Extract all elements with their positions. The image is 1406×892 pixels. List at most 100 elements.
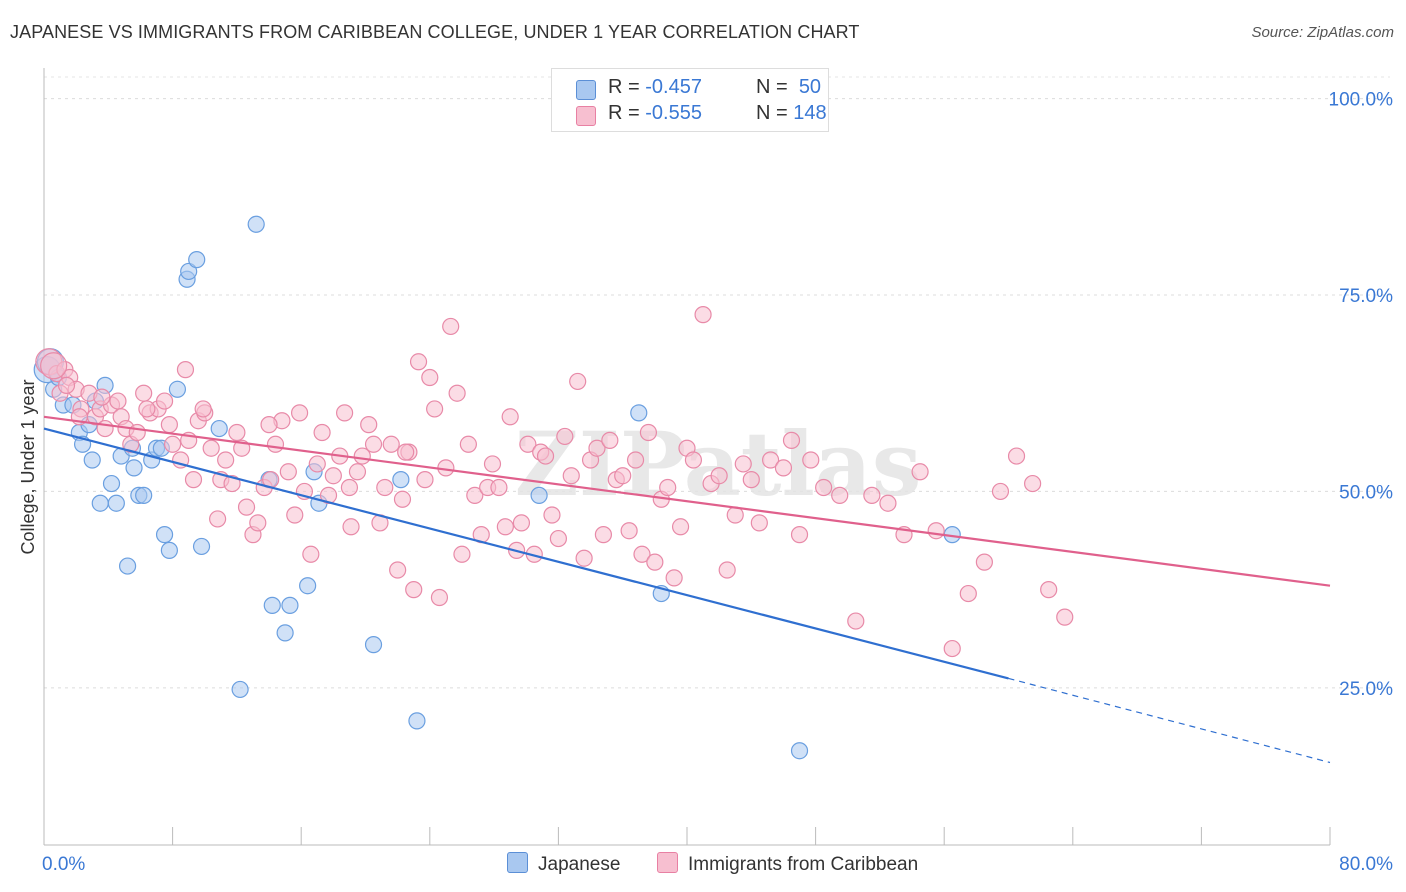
y-tick-label: 100.0%	[1329, 90, 1394, 111]
japanese-point	[118, 557, 137, 575]
caribbean-point	[209, 510, 227, 528]
caribbean-point	[863, 486, 881, 504]
y-tick-label: 50.0%	[1339, 482, 1393, 503]
caribbean-point	[160, 416, 178, 434]
caribbean-point	[562, 467, 580, 485]
caribbean-point	[601, 431, 619, 449]
caribbean-point	[409, 353, 428, 371]
caribbean-point	[684, 451, 703, 469]
japanese-point	[168, 380, 187, 398]
japanese-point	[102, 474, 121, 493]
n-value: 50	[798, 76, 822, 98]
caribbean-point	[639, 423, 658, 442]
caribbean-point	[430, 588, 449, 607]
r-value: -0.457	[645, 76, 702, 98]
caribbean-point	[348, 463, 367, 481]
japanese-point	[364, 636, 383, 654]
japanese-point	[276, 624, 294, 642]
caribbean-point	[575, 549, 593, 567]
r-label: R =	[608, 76, 646, 98]
japanese-point	[247, 215, 265, 233]
caribbean-point	[286, 506, 304, 524]
caribbean-point	[389, 561, 407, 579]
caribbean-point	[761, 451, 780, 469]
caribbean-point	[556, 427, 574, 446]
caribbean-point	[536, 447, 555, 465]
caribbean-point	[790, 526, 809, 544]
caribbean-point	[109, 392, 127, 410]
caribbean-point	[975, 553, 993, 571]
chart-title: JAPANESE VS IMMIGRANTS FROM CARIBBEAN CO…	[10, 22, 860, 42]
caribbean-point	[336, 404, 354, 422]
caribbean-point	[1007, 447, 1026, 465]
caribbean-point	[512, 514, 531, 532]
caribbean-point	[93, 388, 111, 406]
japanese-point	[392, 471, 410, 489]
stats-legend: R = -0.457 N = 50 R = -0.555 N = 148	[551, 68, 829, 132]
legend-item-caribbean[interactable]: Immigrants from Caribbean	[657, 852, 918, 878]
legend-label-caribbean: Immigrants from Caribbean	[688, 854, 919, 875]
caribbean-point	[774, 459, 793, 477]
caribbean-point	[382, 435, 400, 453]
caribbean-point	[943, 639, 961, 658]
legend-item-japanese[interactable]: Japanese	[507, 852, 620, 878]
caribbean-point	[879, 494, 897, 512]
caribbean-point	[815, 478, 833, 497]
caribbean-legend-swatch	[657, 852, 678, 873]
caribbean-point	[626, 451, 645, 469]
caribbean-point	[397, 443, 415, 461]
caribbean-point	[490, 478, 508, 497]
caribbean-point	[308, 455, 326, 473]
caribbean-point	[569, 372, 587, 391]
caribbean-point	[496, 518, 514, 536]
r-label: R =	[608, 102, 646, 124]
y-tick-label: 75.0%	[1339, 286, 1393, 307]
caribbean-point	[665, 569, 683, 587]
caribbean-point	[802, 451, 820, 469]
y-tick-label: 25.0%	[1339, 679, 1393, 700]
japanese-point	[408, 712, 426, 730]
caribbean-point	[164, 435, 182, 453]
caribbean-point	[217, 451, 235, 469]
caribbean-point	[459, 435, 477, 453]
caribbean-point	[911, 463, 929, 481]
legend-label-japanese: Japanese	[538, 854, 621, 875]
y-axis-label: College, Under 1 year	[18, 379, 38, 554]
caribbean-point	[223, 474, 241, 493]
caribbean-point	[138, 400, 156, 418]
caribbean-point	[466, 486, 484, 504]
caribbean-point	[710, 467, 728, 485]
caribbean-point	[279, 463, 297, 481]
japanese-point	[790, 742, 809, 760]
japanese-point	[91, 494, 109, 512]
japanese-swatch	[576, 80, 596, 100]
caribbean-point	[260, 416, 278, 434]
caribbean-swatch	[576, 106, 596, 126]
caribbean-point	[57, 376, 76, 394]
caribbean-point	[135, 384, 153, 402]
caribbean-point	[991, 482, 1010, 501]
japanese-point	[107, 494, 125, 512]
n-label: N =	[756, 102, 794, 124]
caribbean-point	[405, 581, 423, 599]
japanese-point	[188, 251, 206, 269]
r-value: -0.555	[645, 102, 702, 124]
caribbean-point	[742, 471, 760, 489]
caribbean-point	[364, 435, 383, 453]
caribbean-point	[1024, 474, 1042, 493]
caribbean-point	[718, 561, 736, 579]
caribbean-point	[155, 392, 174, 410]
japanese-point	[83, 451, 101, 469]
caribbean-point	[614, 467, 632, 485]
caribbean-point	[302, 545, 320, 563]
japanese-point	[180, 262, 198, 281]
caribbean-point	[927, 522, 945, 540]
caribbean-point	[442, 317, 460, 336]
japanese-legend-swatch	[507, 852, 528, 873]
caribbean-point	[194, 400, 212, 418]
caribbean-point	[734, 455, 752, 473]
japanese-point	[530, 486, 548, 504]
caribbean-point	[342, 518, 360, 536]
caribbean-point	[249, 514, 267, 532]
